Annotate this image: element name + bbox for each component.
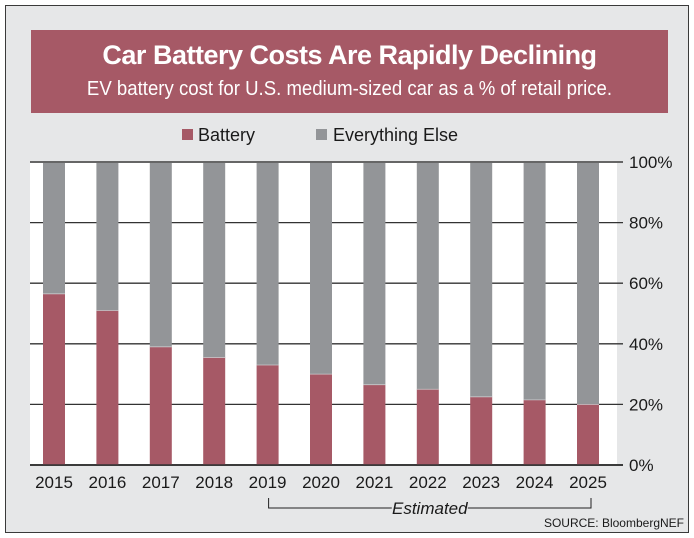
bar-battery-2023: [470, 396, 493, 465]
legend-swatch-everything-else: [316, 129, 327, 140]
y-tick-label: 40%: [629, 335, 663, 354]
bar-everything-else-2024: [523, 162, 546, 400]
title-banner: Car Battery Costs Are Rapidly Declining …: [31, 30, 668, 113]
x-tick-label: 2019: [249, 473, 287, 492]
bars: [43, 162, 599, 465]
bar-everything-else-2019: [256, 162, 279, 366]
x-tick-label: 2024: [516, 473, 554, 492]
legend-swatch-battery: [182, 129, 193, 140]
chart-subtitle: EV battery cost for U.S. medium-sized ca…: [86, 78, 613, 100]
bar-everything-else-2021: [363, 162, 386, 385]
x-tick-label: 2016: [88, 473, 126, 492]
bar-battery-2017: [149, 346, 172, 465]
legend-label: Everything Else: [333, 125, 458, 145]
x-tick-label: 2025: [569, 473, 607, 492]
bar-battery-2025: [577, 404, 599, 465]
bar-battery-2015: [43, 293, 65, 465]
x-tick-label: 2020: [302, 473, 340, 492]
y-axis: 0% 20% 40% 60% 80% 100%: [629, 153, 672, 475]
y-tick-label: 80%: [629, 214, 663, 233]
bar-battery-2024: [523, 399, 546, 465]
estimated-label: Estimated: [392, 499, 468, 518]
y-tick-label: 0%: [629, 456, 654, 475]
bar-everything-else-2020: [310, 162, 332, 375]
legend-label: Battery: [198, 125, 255, 145]
estimated-annotation: Estimated: [268, 498, 592, 518]
bar-everything-else-2023: [470, 162, 493, 397]
bar-battery-2020: [310, 374, 332, 465]
bar-battery-2022: [416, 389, 439, 465]
x-tick-label: 2018: [195, 473, 233, 492]
y-tick-label: 60%: [629, 274, 663, 293]
x-axis: 2015 2016 2017 2018 2019 2020 2021 2022 2023 2024…: [30, 161, 623, 492]
x-tick-label: 2022: [409, 473, 447, 492]
x-tick-label: 2017: [142, 473, 180, 492]
source-note: SOURCE: BloombergNEF: [544, 516, 684, 530]
bracket-left: [268, 498, 392, 509]
bar-everything-else-2025: [577, 162, 599, 405]
legend: Battery Everything Else: [182, 125, 458, 145]
chart-title: Car Battery Costs Are Rapidly Declining: [102, 40, 597, 70]
x-tick-label: 2015: [35, 473, 73, 492]
x-tick-label: 2021: [355, 473, 393, 492]
bar-battery-2019: [256, 365, 279, 465]
y-tick-label: 100%: [629, 153, 672, 172]
x-tick-label: 2023: [462, 473, 500, 492]
bar-everything-else-2017: [149, 162, 172, 347]
bar-everything-else-2015: [43, 162, 65, 294]
bar-battery-2018: [203, 357, 226, 465]
bracket-right: [467, 498, 592, 509]
y-tick-label: 20%: [629, 395, 663, 414]
bar-everything-else-2022: [416, 162, 439, 390]
bar-battery-2021: [363, 384, 386, 465]
bar-everything-else-2016: [96, 162, 119, 311]
bar-everything-else-2018: [203, 162, 226, 358]
bar-battery-2016: [96, 310, 119, 465]
